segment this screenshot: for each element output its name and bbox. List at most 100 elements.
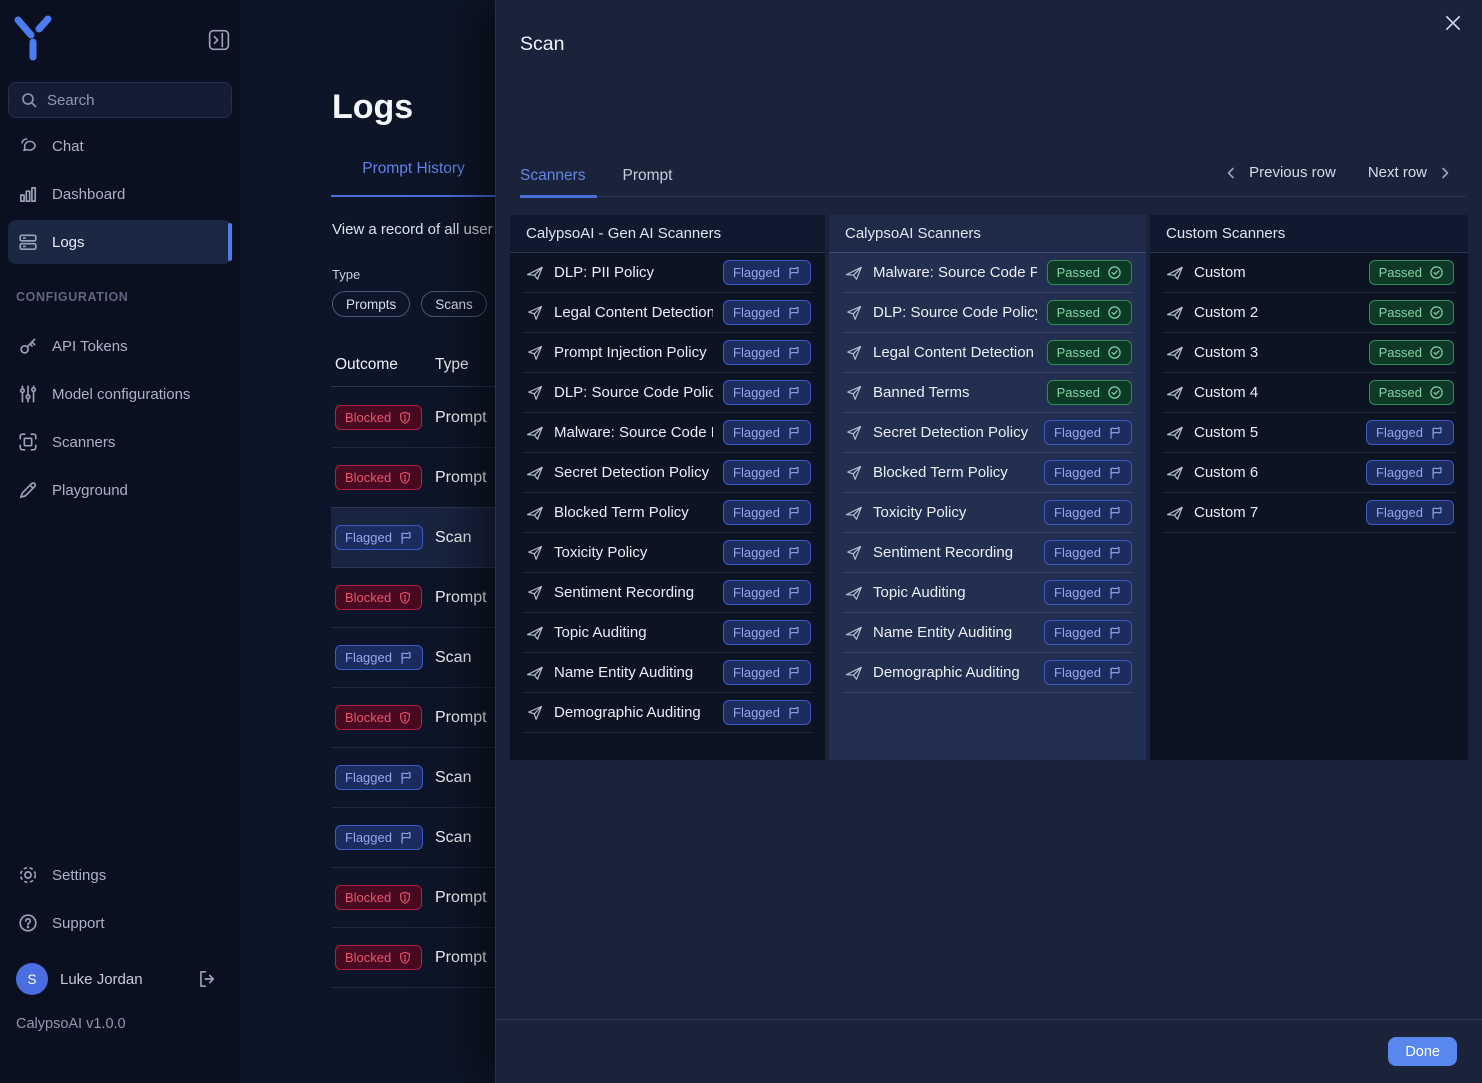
status-badge: Flagged <box>1366 500 1454 525</box>
scanner-row: Secret Detection Policy Flagged <box>524 453 812 493</box>
table-row[interactable]: Blocked Prompt <box>331 928 495 988</box>
table-row[interactable]: Flagged Scan <box>331 508 495 568</box>
scanner-row: Prompt Injection Policy Flagged <box>524 333 812 373</box>
sidebar-item-scanners[interactable]: Scanners <box>8 420 232 464</box>
scanner-row: Custom Passed <box>1164 253 1455 293</box>
close-icon[interactable] <box>1444 14 1466 36</box>
collapse-sidebar-icon[interactable] <box>208 29 232 53</box>
scanner-name: Blocked Term Policy <box>554 504 689 521</box>
scanner-type-icon <box>1166 264 1184 282</box>
panel-custom-scanners: Custom Scanners Custom Passed <box>1150 215 1468 760</box>
filter-pill-prompts[interactable]: Prompts <box>332 291 411 317</box>
sidebar-item-support[interactable]: Support <box>8 901 232 945</box>
check-circle-icon <box>1108 266 1121 279</box>
scanner-row: Custom 5 Flagged <box>1164 413 1455 453</box>
scanner-name: Toxicity Policy <box>873 504 967 521</box>
table-row[interactable]: Blocked Prompt <box>331 688 495 748</box>
sidebar-item-dashboard[interactable]: Dashboard <box>8 172 232 216</box>
flag-icon <box>789 546 799 559</box>
scanner-row: Sentiment Recording Flagged <box>843 533 1133 573</box>
tab-scanners[interactable]: Scanners <box>520 167 586 184</box>
table-row[interactable]: Blocked Prompt <box>331 568 495 628</box>
scanner-row: Malware: Source Code Po… Flagged <box>524 413 812 453</box>
sidebar-item-logs[interactable]: Logs <box>8 220 232 264</box>
next-row-button[interactable]: Next row <box>1368 164 1452 181</box>
logs-page: Logs Prompt History View a record of all… <box>240 0 495 1083</box>
search-box[interactable] <box>8 82 232 118</box>
sidebar-item-label: Support <box>52 914 105 932</box>
done-button[interactable]: Done <box>1388 1037 1457 1066</box>
status-badge: Flagged <box>1366 420 1454 445</box>
status-badge: Flagged <box>1044 660 1132 685</box>
outcome-badge: Flagged <box>335 765 423 790</box>
search-input[interactable] <box>47 91 207 109</box>
status-badge: Flagged <box>1044 620 1132 645</box>
sidebar-item-playground[interactable]: Playground <box>8 468 232 512</box>
check-circle-icon <box>1430 346 1443 359</box>
sidebar-item-chat[interactable]: Chat <box>8 124 232 168</box>
status-badge: Flagged <box>1366 460 1454 485</box>
previous-row-button[interactable]: Previous row <box>1224 164 1336 181</box>
outcome-badge: Blocked <box>335 465 423 490</box>
row-type: Prompt <box>435 948 487 966</box>
flag-icon <box>789 666 799 679</box>
tab-underline <box>331 195 495 197</box>
row-type: Prompt <box>435 588 487 606</box>
scanner-row: Name Entity Auditing Flagged <box>843 613 1133 653</box>
table-row[interactable]: Blocked Prompt <box>331 868 495 928</box>
table-row[interactable]: Flagged Scan <box>331 748 495 808</box>
scanner-name: Topic Auditing <box>554 624 647 641</box>
check-circle-icon <box>1430 306 1443 319</box>
tab-prompt-history[interactable]: Prompt History <box>362 160 465 177</box>
outcome-badge: Blocked <box>335 885 423 910</box>
check-circle-icon <box>1108 306 1121 319</box>
scanner-type-icon <box>1166 464 1184 482</box>
table-row[interactable]: Flagged Scan <box>331 808 495 868</box>
scanner-type-icon <box>845 424 863 442</box>
scanner-type-icon <box>845 664 863 682</box>
scanner-row: Custom 6 Flagged <box>1164 453 1455 493</box>
scanner-name: Malware: Source Code Po… <box>554 424 713 441</box>
chevron-right-icon <box>1438 166 1452 180</box>
scanner-name: Custom 7 <box>1194 504 1259 521</box>
logout-icon[interactable] <box>196 968 218 990</box>
tab-prompt[interactable]: Prompt <box>622 167 673 184</box>
scanner-row: Legal Content Detection Flagged <box>524 293 812 333</box>
scanner-name: Name Entity Auditing <box>554 664 694 681</box>
row-type: Scan <box>435 648 472 666</box>
status-badge: Flagged <box>723 380 811 405</box>
shield-alert-icon <box>400 591 411 604</box>
scanner-row: Topic Auditing Flagged <box>524 613 812 653</box>
scanner-name: DLP: PII Policy <box>554 264 655 281</box>
scanner-type-icon <box>845 344 863 362</box>
configuration-section-label: CONFIGURATION <box>16 290 129 304</box>
scanner-name: Demographic Auditing <box>873 664 1020 681</box>
shield-alert-icon <box>400 471 411 484</box>
flag-icon <box>401 531 411 544</box>
calypsoai-logo-icon <box>10 14 56 62</box>
user-row[interactable]: S Luke Jordan <box>8 957 232 1001</box>
sidebar-item-model-configurations[interactable]: Model configurations <box>8 372 232 416</box>
table-row[interactable]: Blocked Prompt <box>331 448 495 508</box>
flag-icon <box>789 306 799 319</box>
sidebar-item-settings[interactable]: Settings <box>8 853 232 897</box>
status-badge: Flagged <box>723 700 811 725</box>
check-circle-icon <box>1108 346 1121 359</box>
flag-icon <box>1110 426 1120 439</box>
scanner-name: Custom 6 <box>1194 464 1259 481</box>
status-badge: Flagged <box>1044 460 1132 485</box>
filter-pill-scans[interactable]: Scans <box>421 291 487 317</box>
status-badge: Flagged <box>723 260 811 285</box>
scanner-row: Secret Detection Policy Flagged <box>843 413 1133 453</box>
flag-icon <box>1110 546 1120 559</box>
sidebar-item-label: Playground <box>52 481 128 499</box>
table-row[interactable]: Flagged Scan <box>331 628 495 688</box>
scanner-type-icon <box>845 544 863 562</box>
check-circle-icon <box>1430 386 1443 399</box>
shield-alert-icon <box>400 411 411 424</box>
scan-frame-icon <box>18 432 38 452</box>
table-row[interactable]: Blocked Prompt <box>331 388 495 448</box>
sidebar-item-api-tokens[interactable]: API Tokens <box>8 324 232 368</box>
scanner-row: Sentiment Recording Flagged <box>524 573 812 613</box>
flag-icon <box>1110 626 1120 639</box>
